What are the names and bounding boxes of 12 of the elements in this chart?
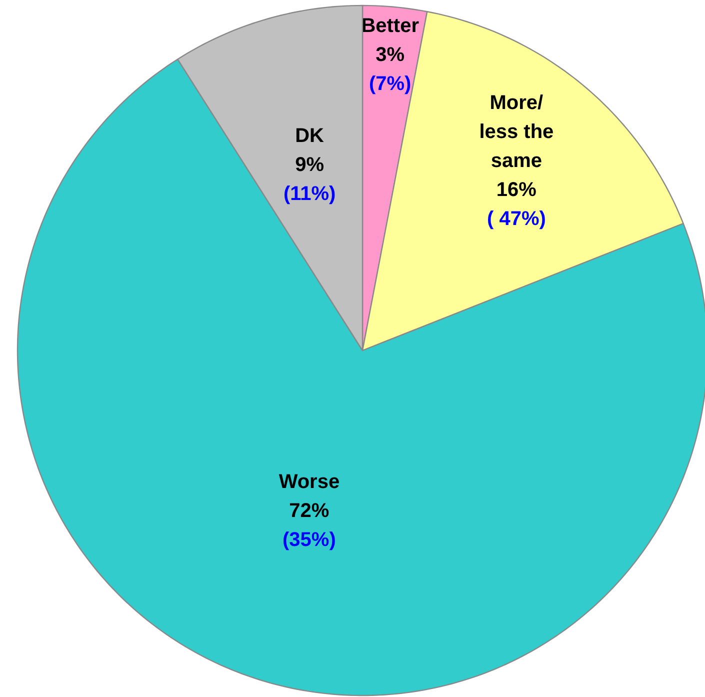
text: (11%) [283, 182, 336, 205]
data-label: 9% [295, 154, 324, 176]
text: ( 47%) [486, 208, 546, 230]
data-label: 72% [289, 500, 330, 522]
slice-label: More/ less the same [479, 92, 554, 172]
slice-label: Worse [278, 471, 340, 494]
data-label: 16% [496, 178, 537, 201]
text: (35%) [282, 529, 336, 552]
slice-label: Better [361, 15, 420, 38]
slice-label: DK [295, 124, 325, 147]
text: (7%) [368, 73, 412, 96]
data-label: 3% [376, 44, 405, 66]
